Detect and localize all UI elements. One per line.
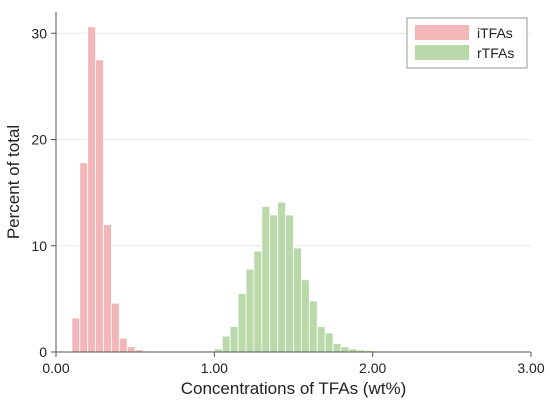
tick-labels: 0 10 20 30 0.00 1.00 2.00 3.00	[31, 25, 544, 376]
rtfas-bar	[301, 279, 310, 353]
itfas-bars	[71, 26, 152, 353]
rtfas-bar	[253, 250, 263, 353]
rtfas-bar	[293, 247, 302, 353]
rtfas-bar	[237, 293, 247, 353]
x-tick-label: 1.00	[201, 360, 228, 376]
legend-label-rtfas: rTFAs	[477, 45, 514, 61]
x-tick-label: 3.00	[517, 360, 544, 376]
y-tick-label: 30	[31, 25, 47, 41]
itfas-bar	[103, 224, 112, 353]
y-tick-label: 0	[39, 344, 47, 360]
itfas-bar	[111, 302, 120, 353]
y-axis-label: Percent of total	[4, 125, 23, 239]
rtfas-bar	[285, 214, 294, 353]
x-tick-label: 2.00	[359, 360, 386, 376]
rtfas-bar	[245, 268, 255, 353]
rtfas-bar	[308, 300, 318, 353]
itfas-bar	[95, 59, 104, 353]
rtfas-bar	[277, 201, 286, 353]
y-tick-label: 20	[31, 132, 47, 148]
legend-label-itfas: iTFAs	[477, 25, 513, 41]
rtfas-bars	[206, 201, 421, 353]
itfas-bar	[79, 162, 89, 353]
rtfas-bar	[324, 332, 334, 353]
rtfas-bar	[332, 343, 342, 353]
rtfas-bar	[261, 206, 271, 353]
legend-swatch-rtfas	[415, 45, 469, 60]
axes	[51, 12, 532, 357]
rtfas-bar	[221, 335, 231, 353]
x-axis-label: Concentrations of TFAs (wt%)	[181, 379, 407, 398]
legend-swatch-itfas	[415, 25, 469, 40]
rtfas-bar	[229, 326, 239, 353]
y-tick-label: 10	[31, 238, 47, 254]
itfas-bar	[71, 317, 81, 353]
rtfas-bar	[269, 214, 279, 353]
itfas-bar	[87, 26, 96, 353]
rtfas-bar	[340, 346, 350, 353]
itfas-bar	[118, 337, 128, 353]
itfas-bar	[126, 346, 136, 353]
legend: iTFAs rTFAs	[406, 17, 528, 69]
rtfas-bar	[316, 326, 326, 353]
x-tick-label: 0.00	[42, 360, 69, 376]
